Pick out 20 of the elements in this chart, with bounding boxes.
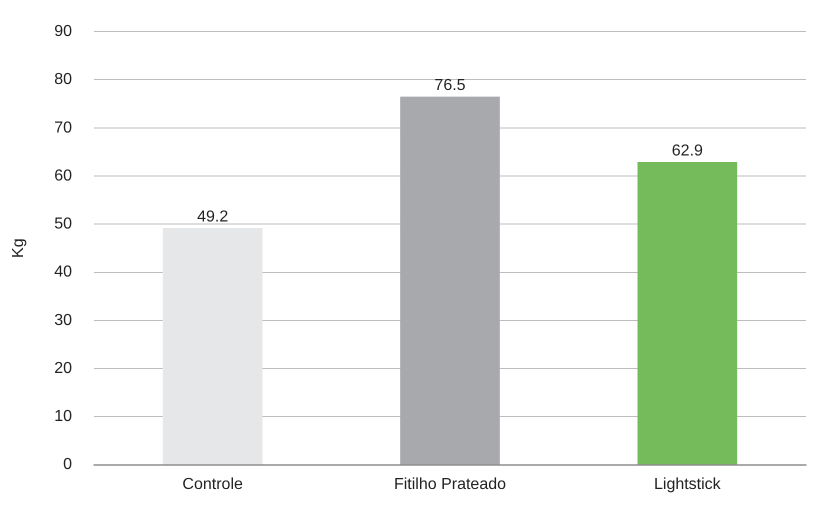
x-tick-label: Lightstick (654, 476, 722, 493)
data-label: 49.2 (197, 208, 228, 226)
y-axis-title: Kg (10, 238, 28, 258)
data-label: 76.5 (434, 76, 466, 94)
y-tick-label: 20 (54, 360, 72, 377)
y-tick-label: 90 (54, 23, 72, 40)
data-label: 62.9 (672, 142, 704, 160)
x-tick-label: Controle (182, 476, 243, 493)
y-tick-label: 0 (63, 456, 72, 474)
y-tick-label: 70 (54, 119, 72, 136)
bar (637, 162, 738, 464)
y-tick-label: 60 (54, 167, 72, 184)
y-tick-label: 80 (54, 71, 72, 88)
y-tick-label: 40 (54, 264, 72, 281)
y-tick-label: 50 (54, 216, 72, 233)
bar (400, 96, 500, 464)
x-tick-label: Fitilho Prateado (394, 476, 506, 493)
y-tick-label: 10 (54, 408, 72, 426)
bar (162, 228, 263, 464)
y-tick-label: 30 (54, 312, 72, 329)
